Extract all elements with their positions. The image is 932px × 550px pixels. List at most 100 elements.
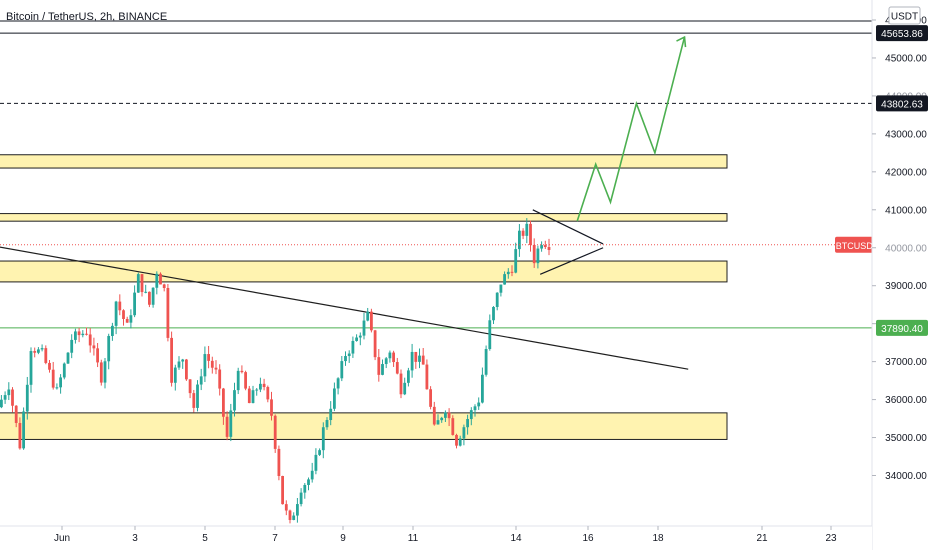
time-tick-label: 23 [825,533,837,544]
supply-demand-zone [0,213,728,222]
candle-body [477,402,481,407]
candle-body [159,273,162,285]
candle [81,330,85,338]
candle-body [469,410,473,420]
candle-body [292,515,296,520]
price-axis[interactable] [872,0,932,550]
candle-body [518,230,521,250]
level-tag-label: 45653.86 [881,29,923,40]
candle-body [484,349,488,375]
candle [525,218,529,244]
candle-body [481,374,484,403]
candle [162,283,166,292]
candle-body [125,318,129,323]
candle-body [11,389,14,406]
symbol-tag-label: BTCUSDT [836,241,879,251]
candle-body [173,367,177,383]
candle [199,368,203,391]
candle-body [70,339,74,353]
time-axis[interactable] [0,526,872,550]
currency-badge[interactable] [888,6,921,25]
candle [303,483,307,499]
candle-body [185,359,188,380]
candle [240,365,244,374]
candle [99,359,103,386]
candle-body [140,274,144,293]
candle-body [25,384,29,412]
candle-body [166,287,170,338]
level-tag [876,25,928,42]
candle-body [455,434,458,446]
candle [177,356,181,370]
candle [429,386,432,410]
candle-body [262,383,266,388]
candle-body [444,412,447,418]
candle-body [210,360,214,368]
projection-path [576,36,686,222]
candle [358,332,362,346]
candle-body [122,310,125,319]
candle-body [351,340,355,354]
candle [299,488,303,507]
candle-body [111,325,114,336]
candle [284,500,288,516]
candle-body [321,427,325,451]
candle [514,242,518,274]
candle [140,273,144,297]
candle-body [447,412,451,419]
triangle-upper-line [532,209,604,245]
candle-body [48,362,51,370]
candle-body [233,390,236,411]
candle [203,346,207,383]
candle-body [503,274,506,285]
candle-body [59,377,62,388]
candle-body [499,284,503,293]
candle-body [362,320,366,336]
candle [451,415,455,436]
currency-label: USDT [891,12,918,23]
candle-body [329,408,333,421]
candle [325,417,329,430]
candle [395,357,399,375]
candle [547,238,551,256]
candle [14,405,18,428]
candle [462,424,466,446]
candle-body [307,479,310,485]
candle [25,376,29,420]
candle [336,377,340,395]
candle [40,344,44,352]
candle [447,408,451,427]
candle [247,385,251,404]
candle-body [429,389,432,407]
candle-body [81,333,85,336]
candle [277,445,281,481]
candle-body [74,331,77,340]
time-tick-label: 16 [582,533,594,544]
candle-body [55,387,59,389]
candle [270,391,273,421]
candle [340,355,344,382]
candle [536,245,540,269]
candle-body [29,351,33,385]
candle-body [381,364,384,375]
candle [292,512,296,521]
candle [473,404,477,417]
candle [210,356,214,374]
candle-body [532,244,536,264]
candle-body [3,395,7,400]
candle [85,327,88,336]
candle [185,358,188,381]
candle [133,285,136,318]
projection-arrow-icon [676,35,687,48]
candle-body [103,361,107,383]
candle-body [207,354,210,361]
candle [355,334,358,342]
level-tag-label: 43802.63 [881,99,923,110]
candle-body [62,363,66,378]
candle [506,268,510,279]
candle [70,334,74,359]
candle [37,347,40,355]
price-axis-labels: 45653.86 43802.63 37890.40 [876,25,928,336]
time-tick-label: 9 [340,533,346,544]
